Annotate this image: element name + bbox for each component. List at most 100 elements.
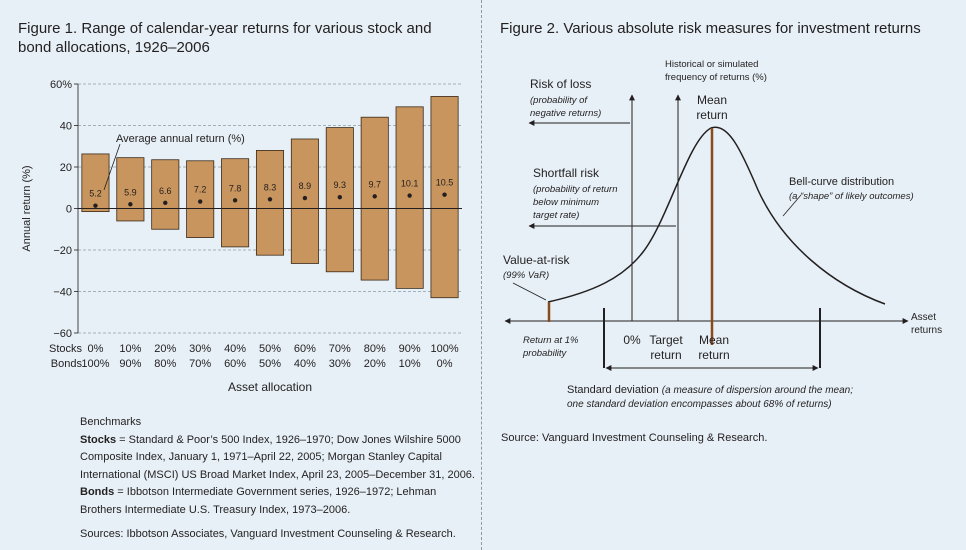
range-bar — [290, 138, 319, 264]
range-bar — [221, 158, 250, 248]
average-label: 8.9 — [299, 181, 312, 191]
range-bar — [325, 127, 354, 273]
range-bar — [360, 116, 389, 281]
bell-curve — [547, 126, 886, 305]
range-bar — [81, 153, 110, 213]
average-label: 5.9 — [124, 187, 137, 197]
stocks-category-label: 50% — [259, 343, 281, 355]
stocks-category-label: 80% — [364, 343, 386, 355]
shortfall-risk-sub-1: (probability of return — [533, 184, 617, 195]
shortfall-risk-title: Shortfall risk — [533, 166, 600, 180]
figure1-title: Figure 1. Range of calendar-year returns… — [18, 20, 432, 56]
average-label: 7.8 — [229, 183, 242, 193]
average-label: 5.2 — [89, 189, 102, 199]
benchmarks-heading: Benchmarks — [80, 416, 142, 428]
stocks-category-label: 0% — [88, 343, 104, 355]
average-label: 6.6 — [159, 186, 172, 196]
y-axis-label: Annual return (%) — [21, 165, 33, 251]
return-1pct-label-2: probability — [522, 348, 568, 359]
average-dot — [337, 195, 343, 200]
average-label: 9.3 — [334, 180, 347, 190]
average-label: 7.2 — [194, 185, 207, 195]
figure1-panel: Figure 1. Range of calendar-year returns… — [0, 0, 481, 550]
average-annotation: Average annual return (%) — [116, 133, 245, 145]
average-label: 10.1 — [401, 179, 419, 189]
std-dev-sub-2: one standard deviation encompasses about… — [567, 399, 832, 410]
bell-curve-pointer — [782, 194, 802, 217]
figure2-source: Source: Vanguard Investment Counseling &… — [501, 432, 768, 444]
x-axis-label-1: Asset — [911, 312, 936, 323]
bonds-category-label: 10% — [399, 358, 421, 370]
average-label: 9.7 — [368, 179, 381, 189]
target-return-label-2: return — [650, 348, 681, 362]
figure2-title: Figure 2. Various absolute risk measures… — [500, 20, 921, 37]
stocks-category-label: 60% — [294, 343, 316, 355]
zero-percent-label: 0% — [623, 333, 641, 347]
bonds-category-label: 80% — [154, 358, 176, 370]
bonds-category-label: 70% — [189, 358, 211, 370]
shortfall-risk-sub-2: below minimum — [533, 197, 599, 208]
stocks-category-label: 90% — [399, 343, 421, 355]
stocks-category-label: 40% — [224, 343, 246, 355]
risk-of-loss-title: Risk of loss — [530, 77, 591, 91]
risk-of-loss-sub-1: (probability of — [530, 95, 588, 106]
bonds-category-label: 0% — [437, 358, 453, 370]
range-bar — [186, 160, 215, 238]
annotation-pointer — [103, 144, 121, 190]
y-tick-label: 0 — [66, 204, 72, 216]
bonds-text: = Ibbotson Intermediate Government serie… — [80, 486, 437, 516]
y-tick-label: 40 — [60, 121, 72, 133]
std-dev-title: Standard deviation — [567, 384, 659, 396]
average-dot — [232, 198, 238, 203]
stocks-text: = Standard & Poor’s 500 Index, 1926–1970… — [80, 433, 475, 481]
range-bar — [430, 96, 459, 299]
value-at-risk-title: Value-at-risk — [503, 253, 570, 267]
std-dev-sub-1: (a measure of dispersion around the mean… — [662, 385, 853, 396]
returns-range-chart: 60% 40 20 0 −20 −40 −60 Annual return (%) 5.2 5.9… — [21, 79, 462, 394]
bonds-category-label: 30% — [329, 358, 351, 370]
target-return-label-1: Target — [649, 333, 683, 347]
x-axis-label-2: returns — [911, 325, 942, 336]
stocks-category-label: 10% — [119, 343, 141, 355]
benchmark-stocks: Stocks = Standard & Poor’s 500 Index, 19… — [80, 432, 475, 485]
risk-of-loss-sub-2: negative returns) — [530, 108, 601, 119]
benchmark-bonds: Bonds = Ibbotson Intermediate Government… — [80, 484, 475, 519]
mean-top-label-1: Mean — [697, 93, 727, 107]
bonds-category-label: 50% — [259, 358, 281, 370]
stocks-row-label: Stocks — [49, 343, 83, 355]
var-pointer — [512, 282, 547, 301]
average-dot — [197, 199, 203, 204]
y-tick-label: −20 — [53, 245, 72, 257]
stocks-label: Stocks — [80, 433, 117, 446]
bell-curve-sub: (a “shape” of likely outcomes) — [789, 191, 914, 202]
stocks-category-label: 70% — [329, 343, 351, 355]
figure1-sources: Sources: Ibbotson Associates, Vanguard I… — [80, 528, 456, 540]
range-bar — [116, 157, 145, 222]
mean-bottom-label-1: Mean — [699, 333, 729, 347]
range-bar — [255, 149, 285, 256]
average-dot — [93, 203, 98, 208]
average-dot — [302, 195, 308, 201]
average-dot — [372, 194, 377, 199]
bell-curve-title: Bell-curve distribution — [789, 176, 894, 188]
return-1pct-label-1: Return at 1% — [523, 335, 579, 346]
figure2-panel: Figure 2. Various absolute risk measures… — [483, 0, 966, 550]
benchmarks-block: Benchmarks Stocks = Standard & Poor’s 50… — [80, 414, 475, 519]
mean-top-label-2: return — [696, 108, 727, 122]
average-dot — [128, 202, 133, 207]
bonds-category-label: 100% — [81, 358, 109, 370]
average-dot — [407, 193, 412, 198]
y-tick-label: −40 — [53, 287, 72, 299]
y-tick-label: −60 — [53, 328, 72, 340]
bonds-label: Bonds — [80, 486, 115, 498]
stocks-category-label: 20% — [154, 343, 176, 355]
average-label: 10.5 — [436, 178, 454, 188]
shortfall-risk-sub-3: target rate) — [533, 210, 579, 221]
stocks-category-label: 30% — [189, 343, 211, 355]
value-at-risk-sub: (99% VaR) — [503, 270, 549, 281]
average-label: 8.3 — [264, 182, 277, 192]
range-bar — [151, 159, 180, 230]
y-tick-label: 60% — [50, 79, 72, 91]
x-axis-label: Asset allocation — [228, 380, 312, 394]
average-dot — [163, 200, 168, 206]
